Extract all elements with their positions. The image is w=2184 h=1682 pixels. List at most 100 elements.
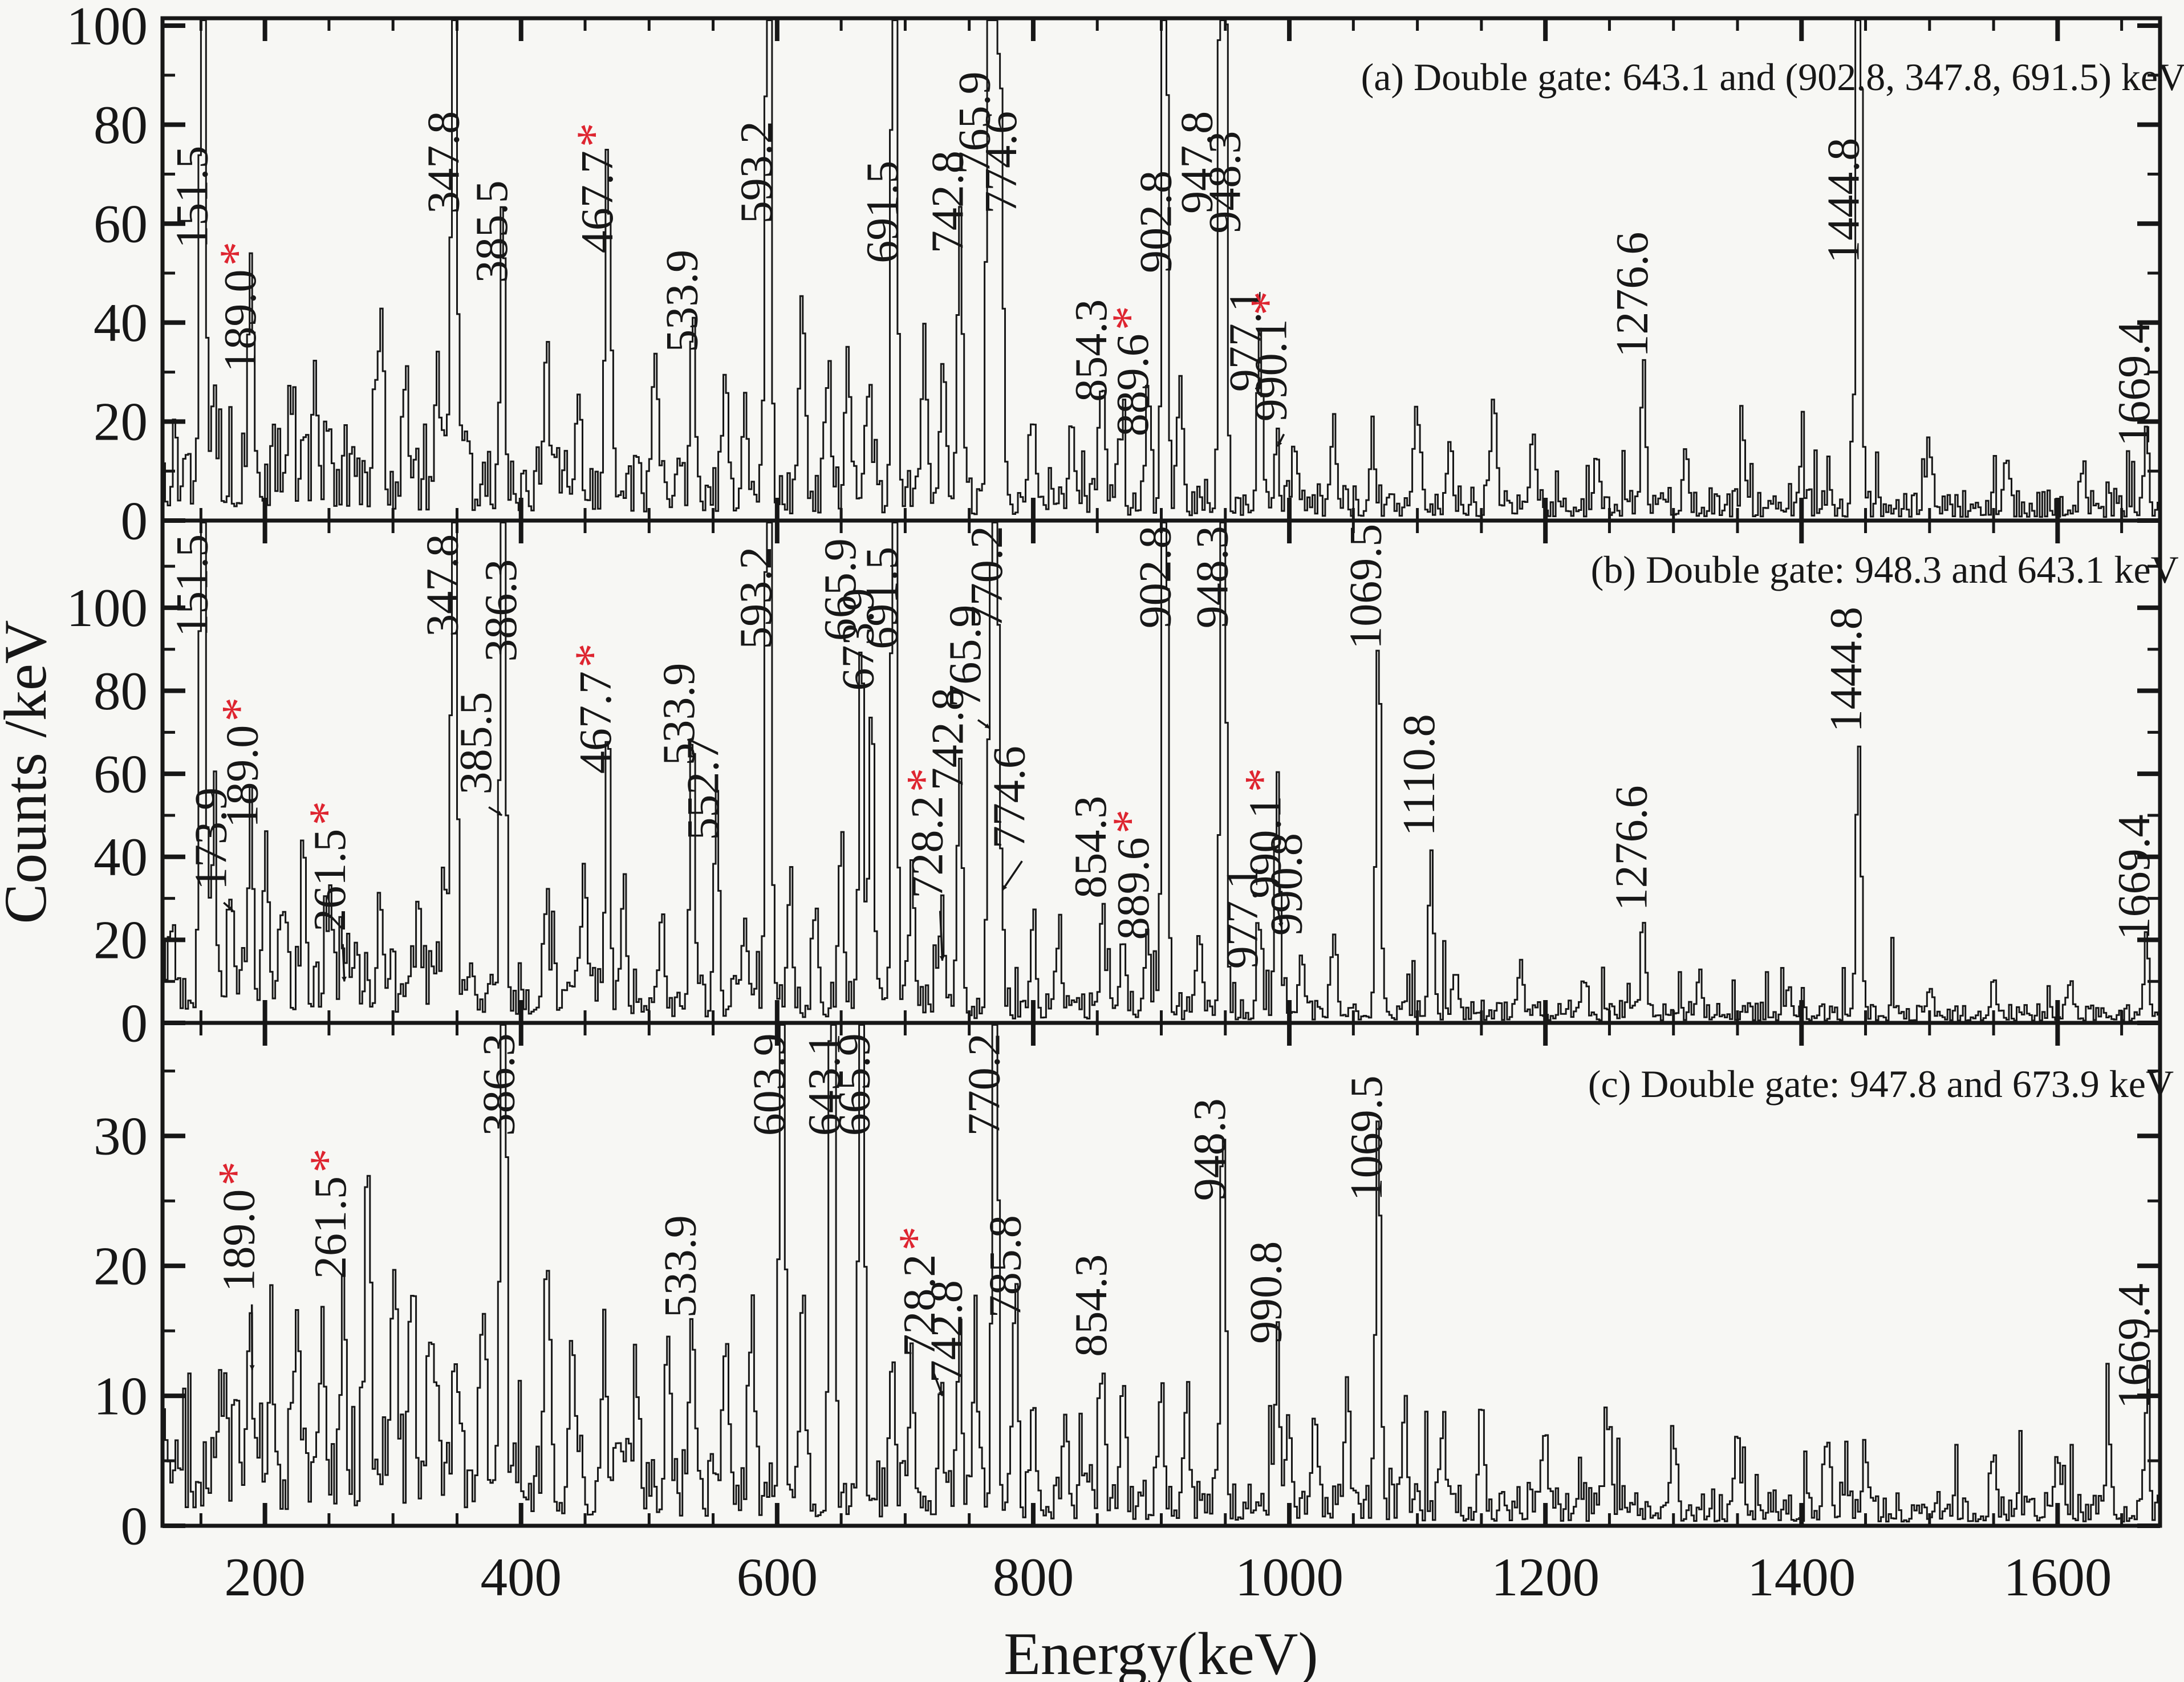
peak-label-a-385.5: 385.5 (467, 180, 517, 283)
peak-label-c-533.9: 533.9 (655, 1215, 705, 1318)
peak-label-a-948.3: 948.3 (1200, 131, 1251, 234)
peak-label-a-854.3: 854.3 (1066, 299, 1117, 402)
peak-label-a-765.9: 765.9 (950, 71, 1000, 174)
x-tick-label-800: 800 (993, 1547, 1074, 1607)
y-tick-label-a-100: 100 (67, 0, 148, 56)
peak-label-c-261.5: 261.5* (299, 1148, 356, 1279)
peak-label-b-854.3: 854.3 (1066, 796, 1116, 899)
peak-label-c-990.8: 990.8 (1241, 1241, 1292, 1344)
y-tick-label-b-60: 60 (94, 744, 148, 804)
y-tick-label-a-0: 0 (121, 490, 148, 551)
y-tick-label-b-100: 100 (67, 578, 148, 638)
peak-label-b-990.1: 990.1* (1235, 768, 1291, 899)
peak-label-b-386.3: 386.3 (476, 559, 526, 662)
peak-label-a-902.8: 902.8 (1131, 170, 1182, 273)
y-axis-label: Counts /keV (0, 620, 59, 924)
x-tick-label-1600: 1600 (2003, 1547, 2112, 1607)
peak-label-a-347.8: 347.8 (419, 111, 469, 214)
x-tick-label-600: 600 (737, 1547, 818, 1607)
peak-label-b-728.2: 728.2* (896, 768, 953, 899)
peak-label-b-151.5: 151.5 (168, 534, 218, 637)
peak-label-c-665.9: 665.9 (830, 1033, 880, 1136)
y-tick-label-c-0: 0 (121, 1496, 148, 1556)
y-tick-label-b-20: 20 (94, 910, 148, 970)
peak-label-b-385.5: 385.5 (451, 692, 501, 795)
peak-label-c-643.1: 643.1 (799, 1033, 850, 1136)
annotation-arrow-b-774.6 (1001, 860, 1023, 891)
peak-label-a-1444.8: 1444.8 (1818, 138, 1869, 263)
peak-label-a-774.6: 774.6 (976, 111, 1026, 214)
peak-label-b-1669.4: 1669.4 (2109, 814, 2159, 940)
peak-label-a-1276.6: 1276.6 (1607, 232, 1658, 357)
peak-label-c-386.3: 386.3 (474, 1033, 525, 1136)
peak-label-b-742.8: 742.8 (923, 688, 973, 790)
peak-label-b-889.6: 889.6* (1102, 809, 1159, 940)
peak-label-a-593.2: 593.2 (732, 121, 782, 224)
y-tick-label-a-40: 40 (94, 292, 148, 353)
gate-title-a: (a) Double gate: 643.1 and (902.8, 347.8… (1361, 55, 2184, 99)
peak-label-b-189.0: 189.0* (211, 697, 267, 828)
peak-label-b-467.7: 467.7* (565, 643, 621, 774)
y-tick-label-b-0: 0 (121, 993, 148, 1053)
peak-label-b-765.9: 765.9 (940, 605, 990, 708)
annotation-arrow-c-728.2 (931, 1369, 944, 1397)
peak-label-a-533.9: 533.9 (657, 250, 707, 352)
peak-label-a-947.8: 947.8 (1172, 111, 1222, 214)
peak-label-b-673.9: 673.9 (833, 588, 883, 691)
peak-label-a-1669.4: 1669.4 (2109, 321, 2159, 446)
y-tick-label-a-60: 60 (94, 194, 148, 254)
peak-label-a-977.1: 977.1 (1221, 289, 1271, 392)
y-tick-label-b-80: 80 (94, 661, 148, 721)
peak-label-c-728.2: 728.2* (888, 1226, 945, 1357)
peak-label-a-990.1: 990.1* (1240, 291, 1297, 421)
peak-label-c-189.0: 189.0* (208, 1161, 265, 1292)
peak-label-b-1276.6: 1276.6 (1607, 785, 1657, 911)
peak-label-c-948.3: 948.3 (1185, 1098, 1235, 1201)
y-tick-label-a-80: 80 (94, 95, 148, 155)
peak-label-b-902.8: 902.8 (1130, 526, 1180, 628)
panel-c-ticks (163, 1023, 2160, 1528)
peak-label-c-1669.4: 1669.4 (2109, 1283, 2159, 1409)
peak-label-b-552.7: 552.7 (679, 738, 729, 840)
annotation-arrow-b-765.9 (977, 719, 990, 729)
peak-label-a-742.8: 742.8 (923, 151, 973, 253)
annotation-arrow-b-173.9 (223, 901, 234, 912)
x-tick-label-200: 200 (224, 1547, 306, 1607)
peak-label-a-889.6: 889.6* (1102, 306, 1158, 436)
peak-label-a-691.5: 691.5 (858, 161, 908, 263)
peak-label-b-593.2: 593.2 (731, 547, 781, 649)
gate-title-c: (c) Double gate: 947.8 and 673.9 keV (1588, 1062, 2174, 1106)
peak-label-b-533.9: 533.9 (654, 663, 704, 766)
x-tick-label-1000: 1000 (1235, 1547, 1343, 1607)
peak-label-b-665.9: 665.9 (815, 538, 866, 641)
peak-label-b-347.8: 347.8 (418, 534, 468, 637)
peak-label-b-770.2: 770.2 (962, 526, 1012, 628)
peak-label-b-1110.8: 1110.8 (1394, 714, 1444, 836)
peak-label-b-990.8: 990.8 (1262, 833, 1312, 936)
peak-label-b-977.1: 977.1 (1217, 866, 1268, 969)
peak-label-a-151.5: 151.5 (168, 146, 218, 249)
panel-c: 0 10 20 30 189.0* 261.5* 386.3 533.9 603.9 643.16… (94, 1021, 2174, 1556)
peak-label-b-261.5: 261.5* (299, 801, 355, 932)
y-tick-label-b-40: 40 (94, 827, 148, 887)
peak-label-c-742.8: 742.8 (921, 1280, 972, 1383)
peak-label-c-854.3: 854.3 (1066, 1254, 1117, 1357)
peak-label-c-603.9: 603.9 (744, 1033, 794, 1136)
peak-label-b-948.3: 948.3 (1187, 526, 1237, 628)
x-tick-label-1400: 1400 (1747, 1547, 1856, 1607)
annotation-arrow-b-990.1 (1277, 911, 1284, 928)
peak-label-b-774.6: 774.6 (984, 746, 1034, 848)
annotation-arrow-a-990.1 (1277, 433, 1285, 447)
histogram-trace-c (163, 1024, 2160, 1523)
peak-label-c-770.2: 770.2 (960, 1033, 1010, 1136)
peak-label-a-189.0: 189.0* (209, 242, 266, 372)
y-tick-label-c-20: 20 (94, 1236, 148, 1296)
peak-label-a-467.7: 467.7* (566, 123, 623, 253)
panel-a-ticks (163, 18, 2160, 523)
